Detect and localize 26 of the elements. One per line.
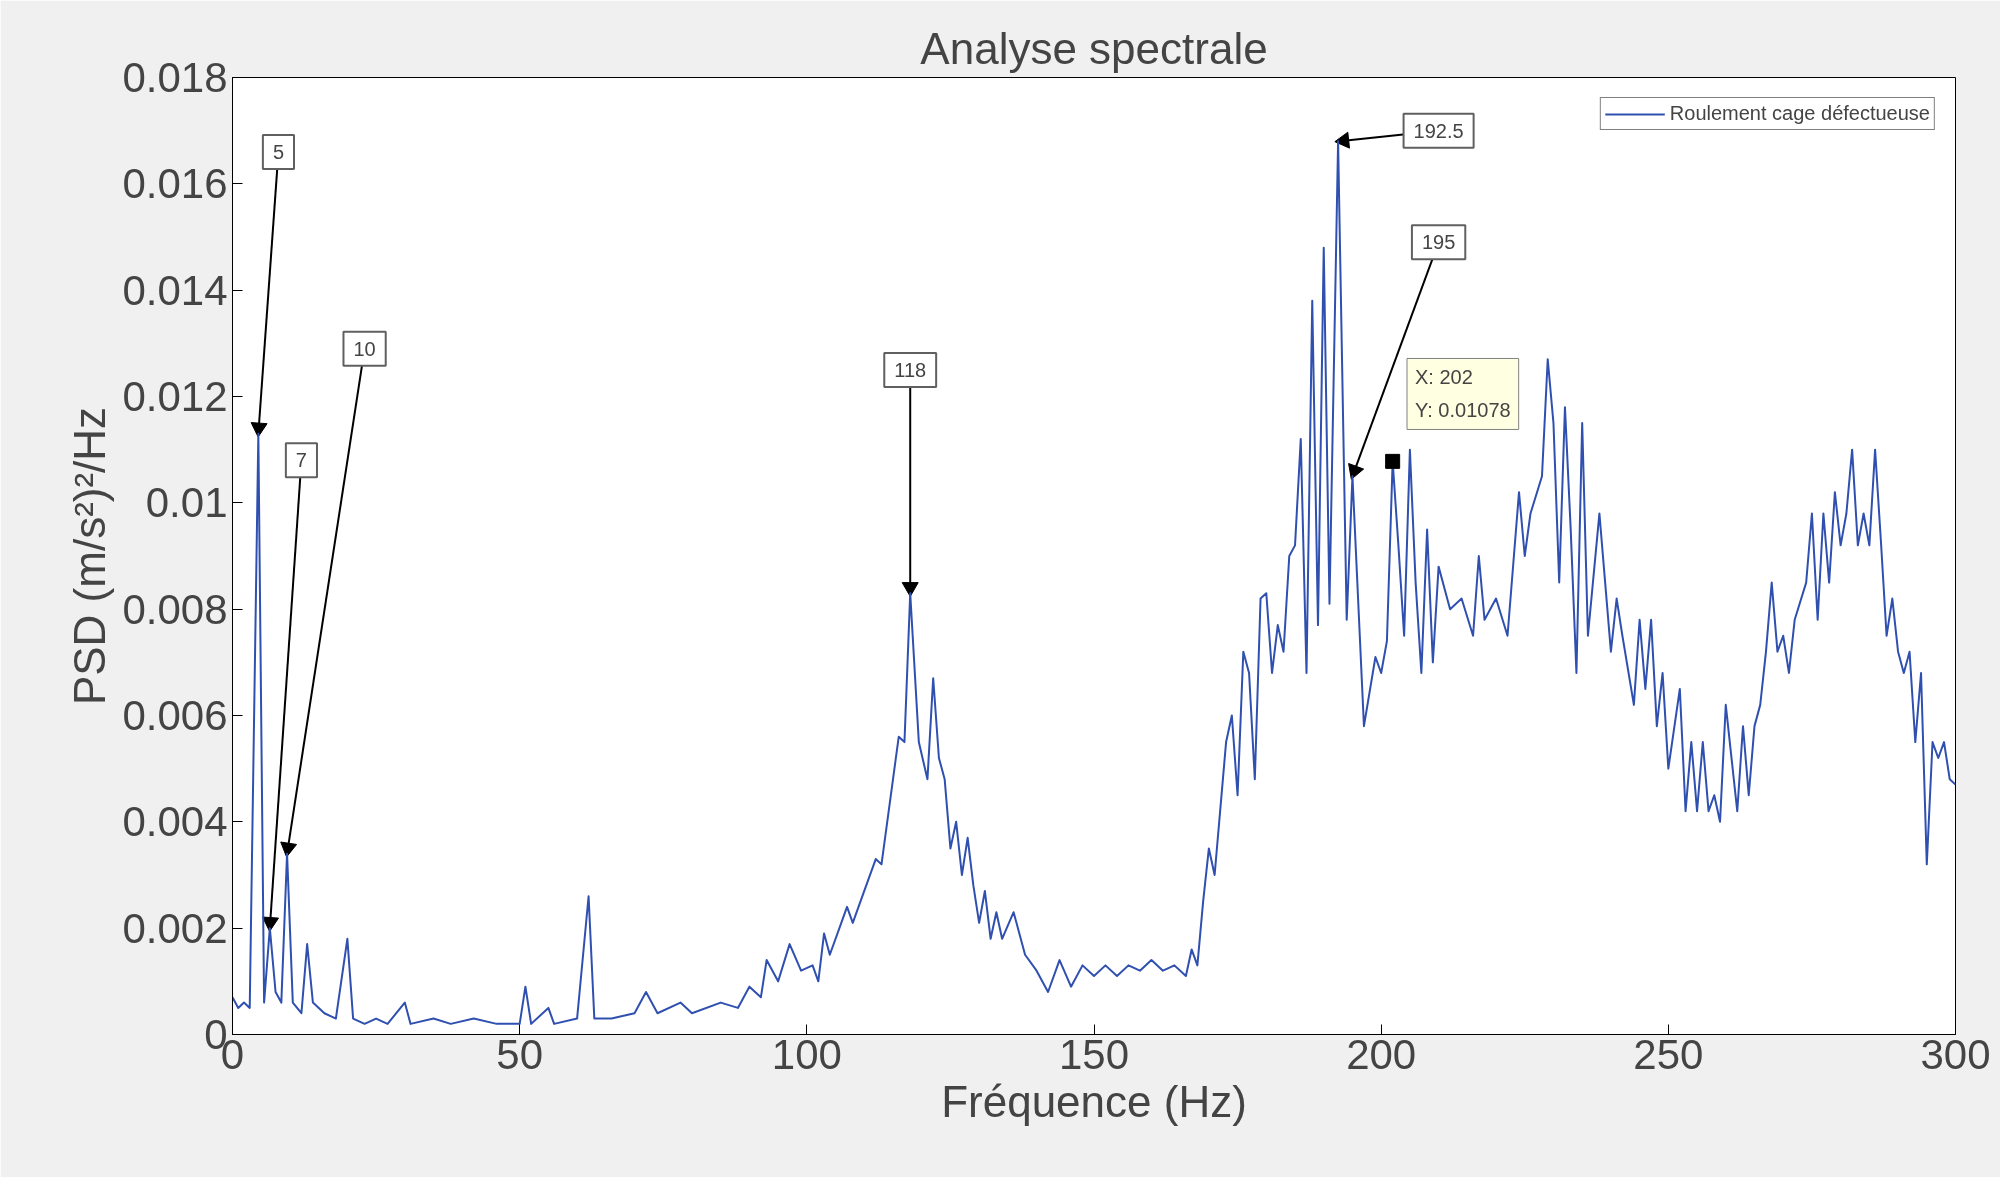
chart-title: Analyse spectrale (920, 23, 1268, 73)
x-axis-title: Fréquence (Hz) (941, 1076, 1247, 1126)
y-tick-label: 0.01 (145, 479, 228, 527)
y-tick-label: 0.002 (122, 904, 228, 952)
y-tick-label: 0.004 (122, 798, 228, 846)
y-tick-label: 0.012 (122, 373, 228, 420)
legend-label: Roulement cage défectueuse (1669, 102, 1930, 125)
x-tick-label: 200 (1346, 1030, 1417, 1078)
annotation: 118 (894, 358, 927, 381)
y-tick-label: 0.018 (122, 54, 228, 101)
x-tick-label: 300 (1920, 1030, 1991, 1078)
annotation: 5 (272, 140, 285, 163)
annotation: 7 (295, 449, 307, 472)
annotation: 192.5 (1413, 119, 1464, 142)
annotation: 10 (353, 337, 376, 360)
x-tick-label: 150 (1058, 1030, 1130, 1078)
annotation: X: 202 Y: 0.01078 (1415, 366, 1511, 422)
y-tick-label: 0.006 (122, 692, 228, 739)
y-axis-title: PSD (m/s²)²/Hz (65, 406, 115, 706)
x-tick-label: 50 (496, 1030, 544, 1078)
y-tick-label: 0.008 (122, 585, 228, 633)
y-tick-label: 0.016 (122, 160, 228, 208)
annotation: 195 (1421, 231, 1456, 254)
x-tick-label: 250 (1633, 1030, 1704, 1078)
x-tick-label: 100 (771, 1030, 842, 1078)
y-tick-label: 0.014 (122, 266, 228, 314)
